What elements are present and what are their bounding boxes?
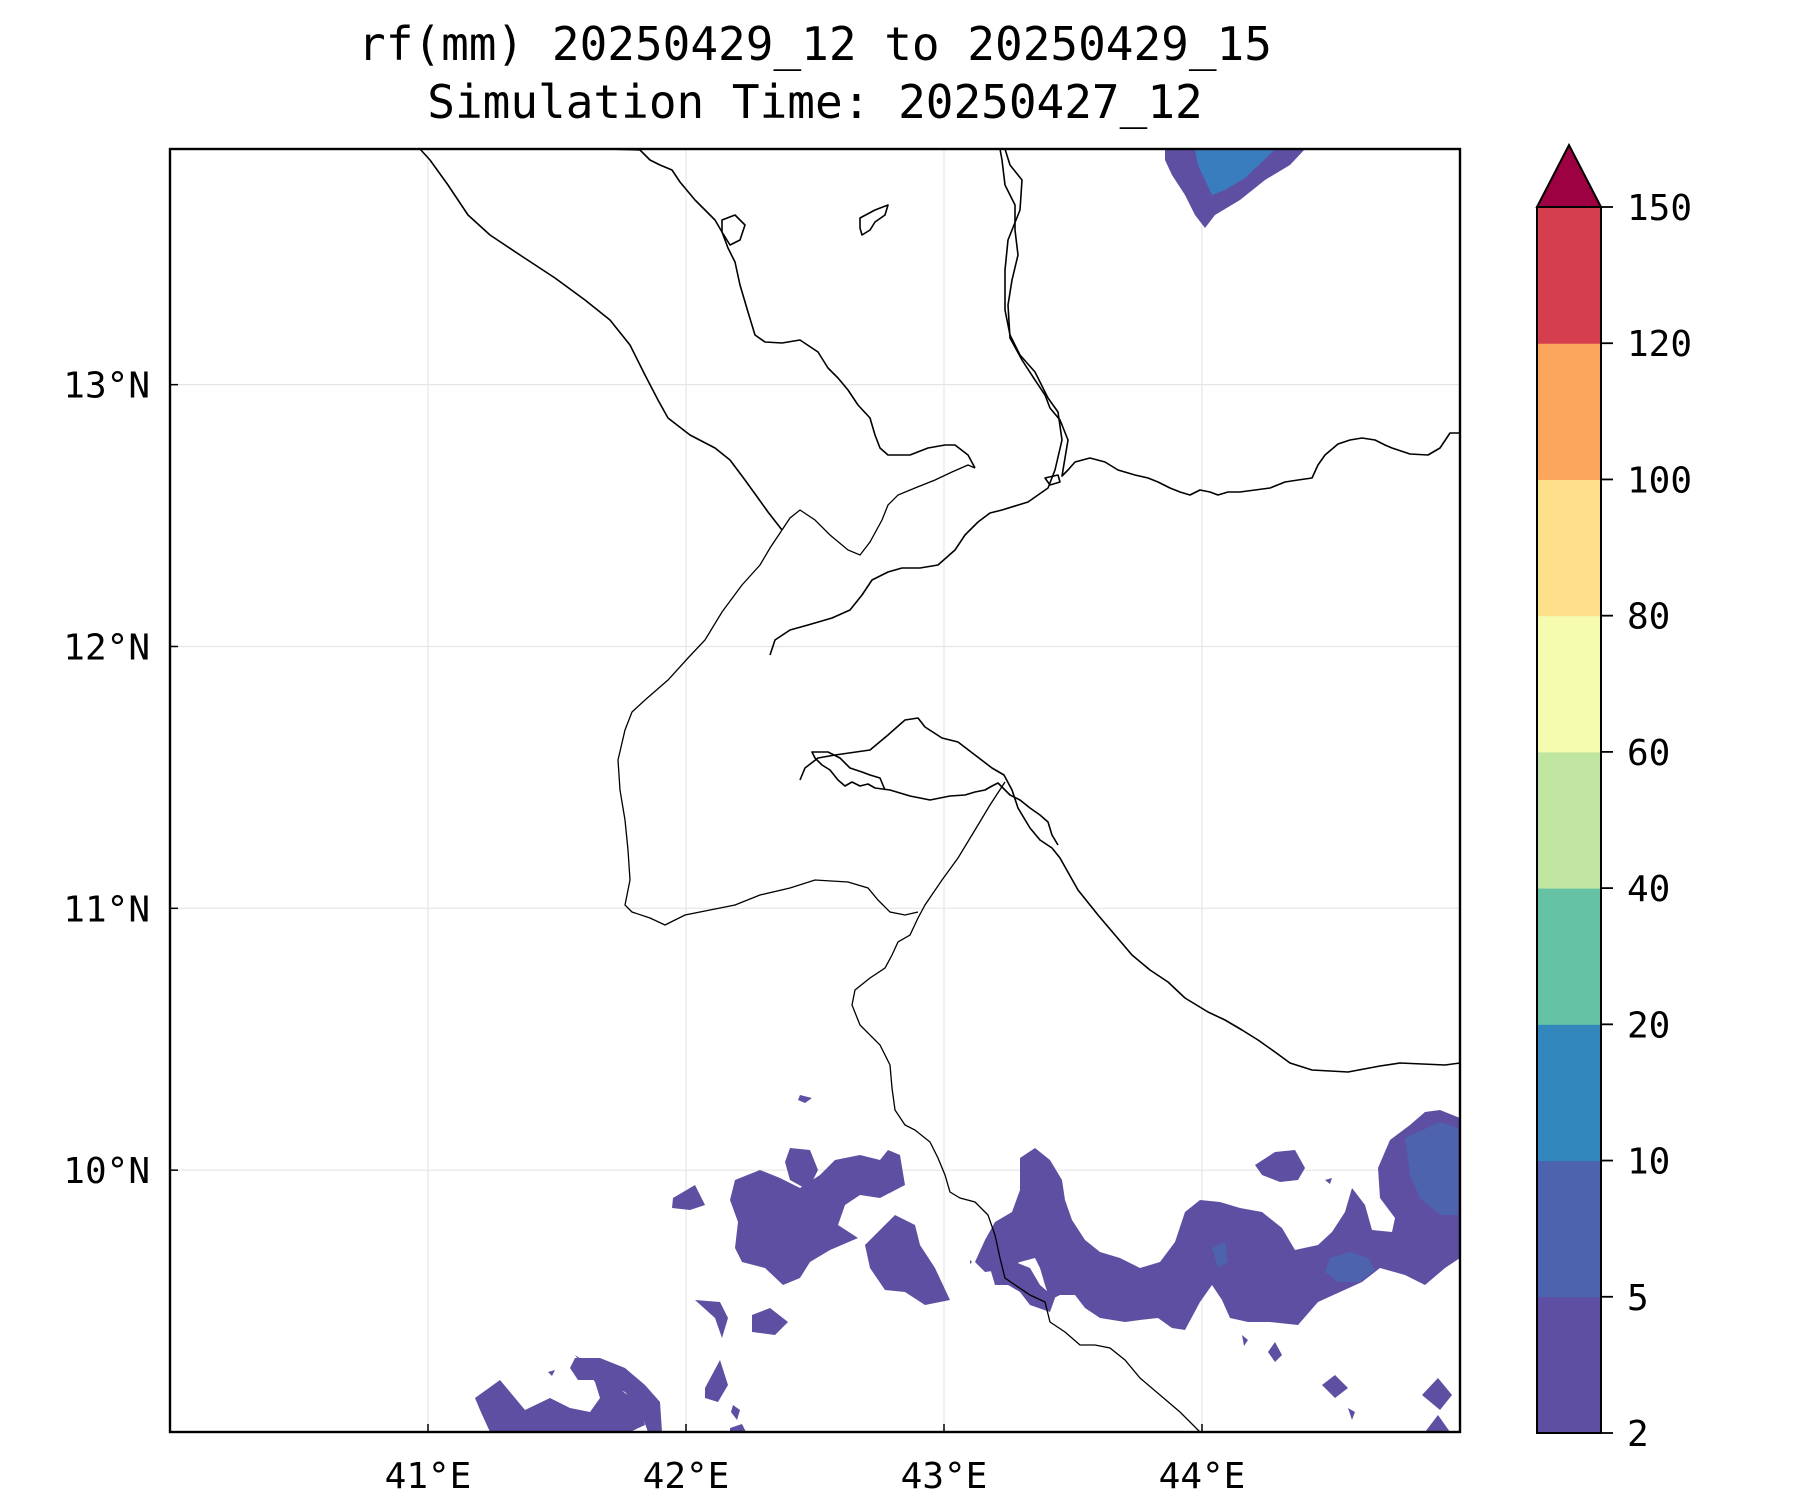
title-line-1: rf(mm) 20250429_12 to 20250429_15 bbox=[358, 17, 1272, 71]
colorbar: 2 5 10 20 40 60 80 100 120 150 bbox=[1535, 142, 1692, 1455]
colorbar-frame bbox=[1536, 206, 1602, 1434]
coastline-gulf-south bbox=[811, 751, 886, 791]
x-tick-label: 42°E bbox=[643, 1456, 730, 1497]
rain-patch-s12 bbox=[548, 1370, 555, 1376]
colorbar-segment bbox=[1537, 615, 1601, 753]
map-frame bbox=[168, 147, 1462, 1434]
rain-patch-e7 bbox=[1242, 1335, 1248, 1346]
x-axis: 41°E 42°E 43°E 44°E bbox=[385, 1424, 1246, 1497]
rain-patch-e6 bbox=[1425, 1415, 1450, 1432]
rain-patch-band-core2 bbox=[1405, 1122, 1458, 1215]
border-djibouti-ethiopia bbox=[617, 529, 919, 926]
rain-patch-e5 bbox=[1422, 1378, 1452, 1410]
colorbar-segment bbox=[1537, 1024, 1601, 1162]
coastline-arabia-south bbox=[999, 149, 1460, 496]
coastline-ethiopia-lake bbox=[604, 149, 976, 469]
rain-patch-s3 bbox=[730, 1150, 905, 1285]
y-axis: 13°N 12°N 11°N 10°N bbox=[63, 366, 178, 1192]
rain-patch-s5 bbox=[865, 1215, 950, 1305]
colorbar-label: 2 bbox=[1627, 1414, 1649, 1455]
rain-patch-s4 bbox=[785, 1148, 818, 1190]
rain-patch-s11 bbox=[570, 1358, 662, 1432]
rain-patch-e3 bbox=[1322, 1375, 1348, 1398]
coastline-west-coast bbox=[419, 149, 783, 531]
title-line-2: Simulation Time: 20250427_12 bbox=[427, 75, 1202, 129]
rain-patch-e1 bbox=[1255, 1150, 1305, 1182]
gridlines bbox=[170, 149, 1460, 1432]
border-eritrea-ethiopia bbox=[781, 464, 976, 556]
colorbar-segment bbox=[1537, 1296, 1601, 1434]
rainfall-contours bbox=[475, 149, 1460, 1432]
rain-patch-s1 bbox=[798, 1095, 812, 1103]
coastline-island-2 bbox=[1044, 474, 1061, 486]
y-tick-label: 13°N bbox=[63, 366, 150, 407]
y-tick-label: 10°N bbox=[63, 1151, 150, 1192]
colorbar-extend-triangle bbox=[1535, 142, 1603, 208]
coastline-djibouti bbox=[821, 764, 1059, 846]
rain-patch-s10 bbox=[475, 1355, 645, 1432]
x-tick-label: 44°E bbox=[1159, 1456, 1246, 1497]
rain-patch-top-core bbox=[1195, 149, 1275, 195]
rain-patch-e9 bbox=[970, 1260, 972, 1264]
rain-patch-s9 bbox=[731, 1405, 740, 1420]
rain-patch-s8 bbox=[705, 1360, 728, 1402]
coastlines bbox=[419, 149, 1460, 1073]
x-tick-label: 43°E bbox=[901, 1456, 988, 1497]
rain-patch-band-core3 bbox=[1212, 1242, 1228, 1268]
colorbar-segment bbox=[1537, 479, 1601, 617]
colorbar-label: 10 bbox=[1627, 1142, 1670, 1183]
rain-patch-s6 bbox=[695, 1300, 728, 1338]
colorbar-label: 120 bbox=[1627, 324, 1692, 365]
coastline-east-africa bbox=[769, 149, 1262, 656]
colorbar-label: 60 bbox=[1627, 733, 1670, 774]
country-borders bbox=[617, 464, 1201, 1432]
colorbar-segment bbox=[1537, 888, 1601, 1025]
y-tick-label: 11°N bbox=[63, 889, 150, 930]
rain-patch-s13 bbox=[730, 1424, 746, 1432]
rain-patch-s2 bbox=[672, 1185, 705, 1210]
rain-patch-e8 bbox=[1325, 1178, 1332, 1184]
colorbar-label: 20 bbox=[1627, 1005, 1670, 1046]
colorbar-label: 100 bbox=[1627, 460, 1692, 501]
rain-patch-e2 bbox=[1268, 1342, 1282, 1362]
rain-patch-s7 bbox=[752, 1308, 788, 1335]
colorbar-label: 150 bbox=[1627, 188, 1692, 229]
rain-patch-band-core1 bbox=[1325, 1252, 1375, 1282]
border-djibouti-somaliland bbox=[851, 781, 1201, 1432]
colorbar-segment bbox=[1537, 751, 1601, 889]
coastline-island-1 bbox=[859, 204, 889, 236]
colorbar-label: 40 bbox=[1627, 869, 1670, 910]
coastline-gulf-tadjoura bbox=[799, 717, 1460, 1073]
colorbar-label: 5 bbox=[1627, 1278, 1649, 1319]
rain-patch-e4 bbox=[1348, 1408, 1355, 1420]
colorbar-segment bbox=[1537, 1160, 1601, 1298]
colorbar-segment bbox=[1537, 207, 1601, 344]
colorbar-segment bbox=[1537, 343, 1601, 480]
map-area bbox=[170, 149, 1460, 1432]
colorbar-label: 80 bbox=[1627, 597, 1670, 638]
coastline-lake-assal bbox=[721, 214, 746, 246]
x-tick-label: 41°E bbox=[385, 1456, 472, 1497]
y-tick-label: 12°N bbox=[63, 627, 150, 668]
